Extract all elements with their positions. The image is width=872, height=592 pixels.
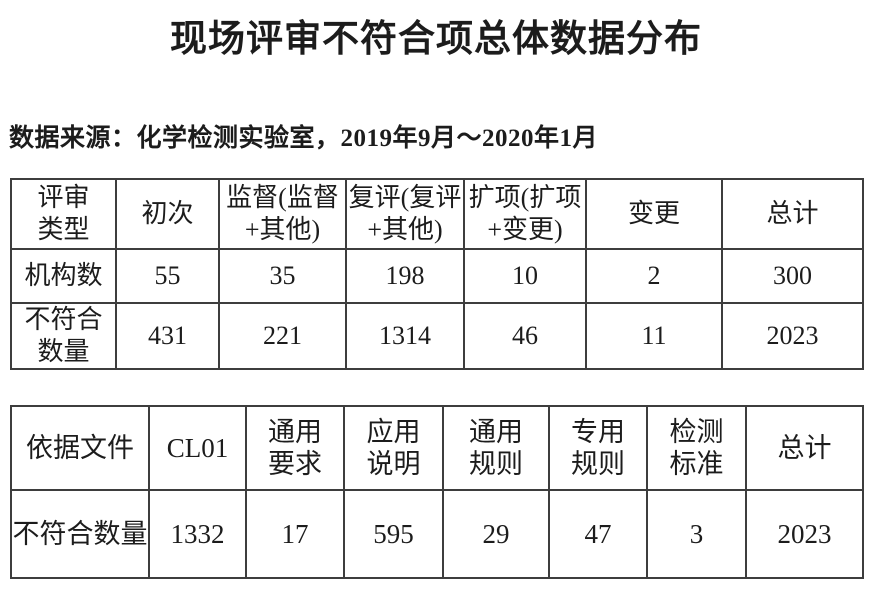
table-header-cell: 总计 [745, 405, 864, 491]
table-row-label: 不符合 数量 [10, 302, 117, 370]
table-cell: 595 [343, 489, 444, 579]
table-header-cell: 复评(复评 +其他) [345, 178, 465, 250]
table-cell: 1332 [148, 489, 247, 579]
table-header-cell: 评审 类型 [10, 178, 117, 250]
table-header-row: 依据文件 CL01 通用 要求 应用 说明 通用 规则 专用 规则 检测 标准 … [10, 405, 864, 491]
table-header-row: 评审 类型 初次 监督(监督 +其他) 复评(复评 +其他) 扩项(扩项 +变更… [10, 178, 864, 250]
table-header-cell: 应用 说明 [343, 405, 444, 491]
table-cell: 46 [463, 302, 587, 370]
table-header-cell: 扩项(扩项 +变更) [463, 178, 587, 250]
table-cell: 198 [345, 248, 465, 304]
table-cell: 1314 [345, 302, 465, 370]
table-header-cell: 初次 [115, 178, 220, 250]
table-cell: 11 [585, 302, 723, 370]
page-title: 现场评审不符合项总体数据分布 [170, 19, 702, 60]
table-cell: 17 [245, 489, 345, 579]
table-cell: 55 [115, 248, 220, 304]
table-header-cell: 通用 要求 [245, 405, 345, 491]
table-cell: 431 [115, 302, 220, 370]
review-type-table: 评审 类型 初次 监督(监督 +其他) 复评(复评 +其他) 扩项(扩项 +变更… [10, 178, 864, 370]
table-header-cell: 变更 [585, 178, 723, 250]
table-header-cell: 通用 规则 [442, 405, 550, 491]
table-row: 机构数 55 35 198 10 2 300 [10, 248, 864, 304]
table-header-cell: 监督(监督 +其他) [218, 178, 347, 250]
table-header-cell: 检测 标准 [646, 405, 747, 491]
table-cell: 2023 [745, 489, 864, 579]
table-cell: 3 [646, 489, 747, 579]
table-header-cell: 专用 规则 [548, 405, 648, 491]
table-row-label: 机构数 [10, 248, 117, 304]
table-cell: 35 [218, 248, 347, 304]
data-source-note: 数据来源：化学检测实验室，2019年9月～2020年1月 [9, 125, 599, 152]
table-row-label: 不符合数量 [10, 489, 150, 579]
basis-document-table: 依据文件 CL01 通用 要求 应用 说明 通用 规则 专用 规则 检测 标准 … [10, 405, 864, 579]
table-header-cell: CL01 [148, 405, 247, 491]
table-cell: 47 [548, 489, 648, 579]
table-cell: 29 [442, 489, 550, 579]
table-cell: 2 [585, 248, 723, 304]
table-row: 不符合数量 1332 17 595 29 47 3 2023 [10, 489, 864, 579]
table-header-cell: 依据文件 [10, 405, 150, 491]
table-row: 不符合 数量 431 221 1314 46 11 2023 [10, 302, 864, 370]
table-cell: 2023 [721, 302, 864, 370]
table-cell: 300 [721, 248, 864, 304]
table-cell: 221 [218, 302, 347, 370]
table-header-cell: 总计 [721, 178, 864, 250]
table-cell: 10 [463, 248, 587, 304]
